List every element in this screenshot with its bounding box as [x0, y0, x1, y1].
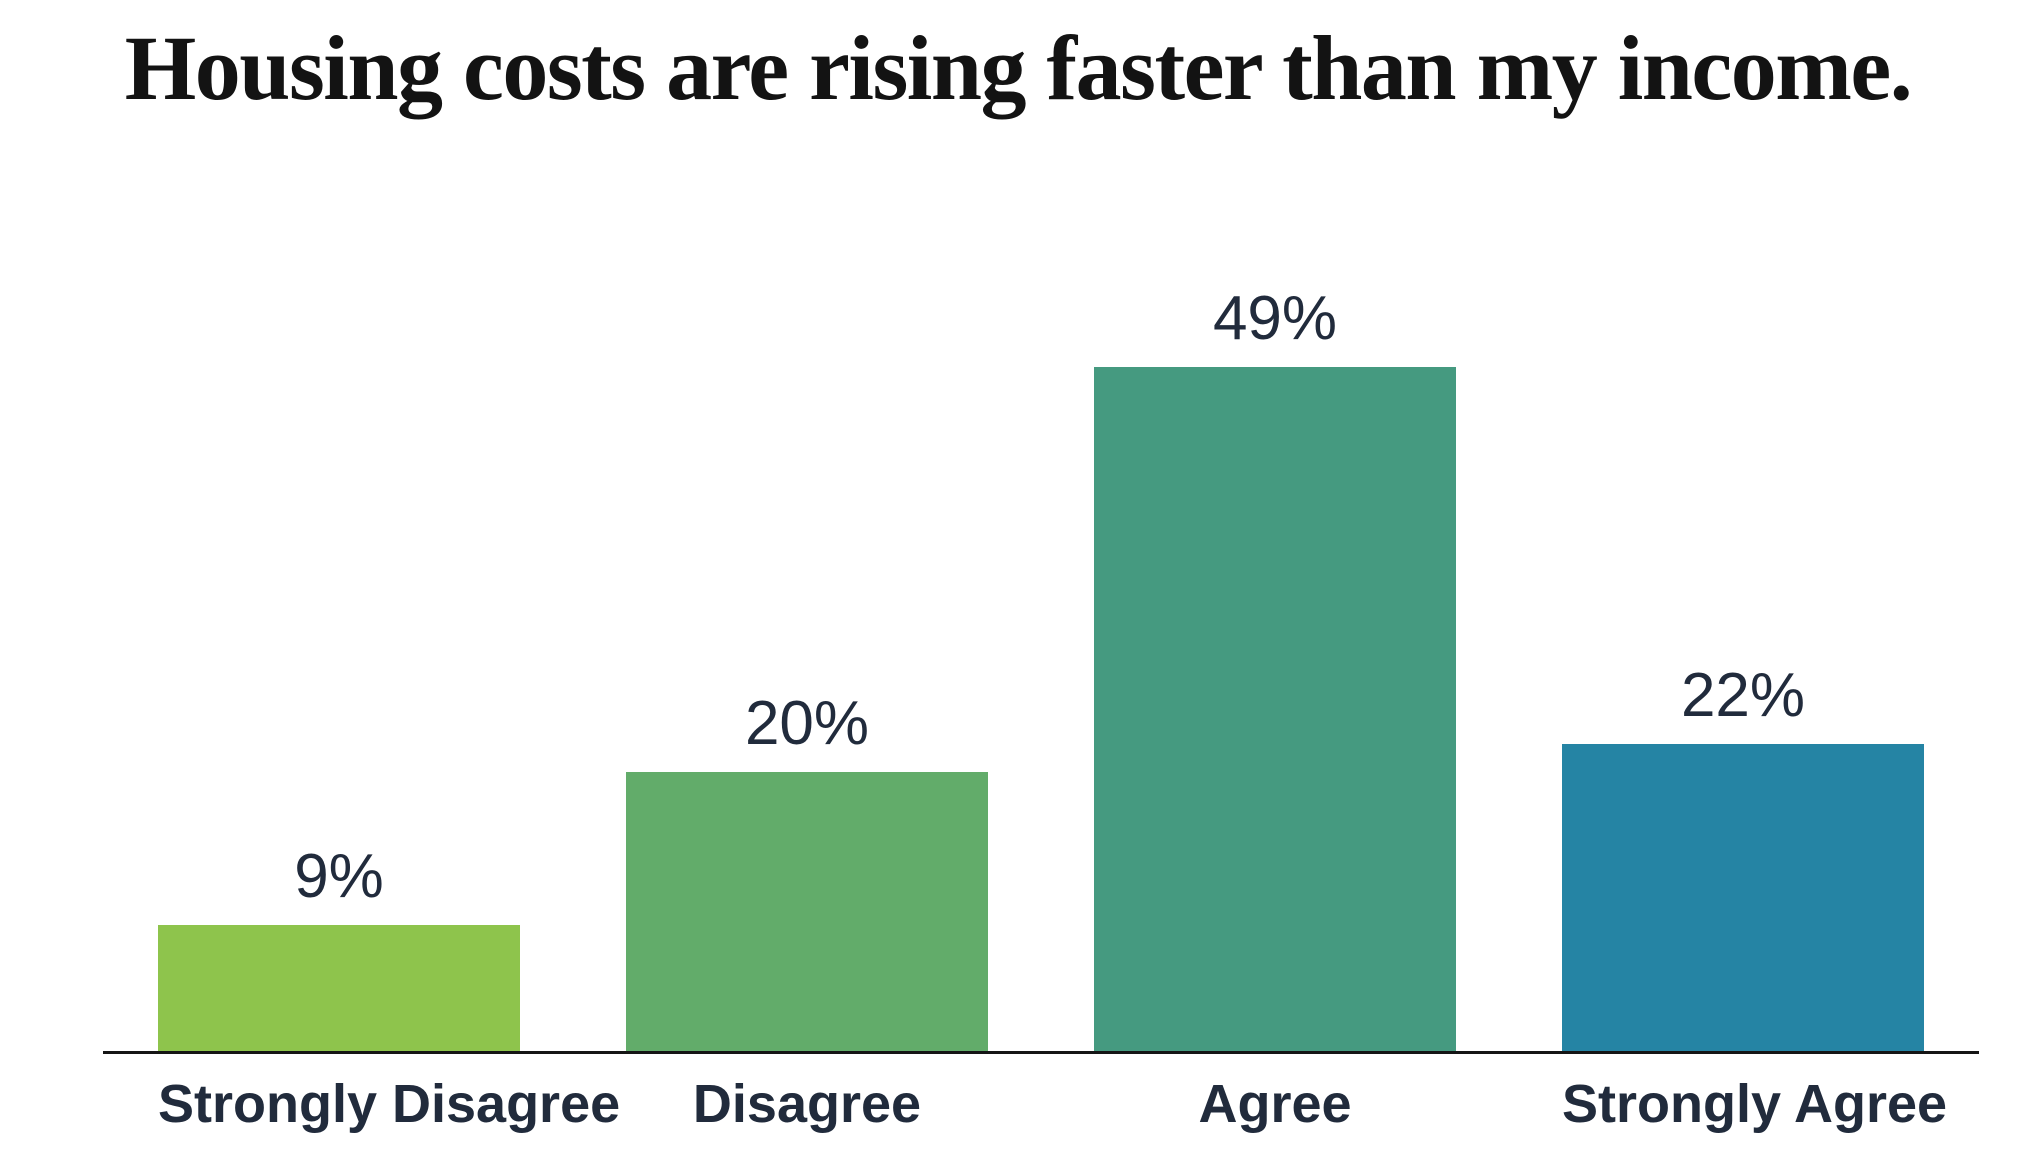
bar-disagree	[626, 772, 988, 1051]
bar-strongly-disagree	[158, 925, 520, 1051]
plot-area: 9% 20% 49% 22%	[103, 0, 1979, 1051]
x-axis-label-strongly-agree: Strongly Agree	[1562, 1074, 1948, 1134]
bar-value-label: 9%	[294, 841, 384, 911]
x-axis-label-disagree: Disagree	[692, 1074, 922, 1134]
x-axis-label-agree: Agree	[1198, 1074, 1352, 1134]
bar-agree	[1094, 367, 1456, 1051]
x-axis-label-strongly-disagree: Strongly Disagree	[158, 1074, 621, 1134]
x-axis-line	[103, 1051, 1979, 1054]
chart-title: Housing costs are rising faster than my …	[124, 17, 1913, 119]
bar-value-label: 20%	[744, 688, 870, 758]
bar-column-strongly-disagree: 9%	[158, 841, 520, 1051]
bar-column-strongly-agree: 22%	[1562, 660, 1924, 1051]
x-axis-labels: Strongly Disagree Disagree Agree Strongl…	[103, 1072, 1979, 1137]
bar-column-disagree: 20%	[626, 688, 988, 1051]
bar-strongly-agree	[1562, 744, 1924, 1051]
bar-value-label: 49%	[1212, 283, 1338, 353]
bar-value-label: 22%	[1680, 660, 1806, 730]
bar-column-agree: 49%	[1094, 283, 1456, 1051]
